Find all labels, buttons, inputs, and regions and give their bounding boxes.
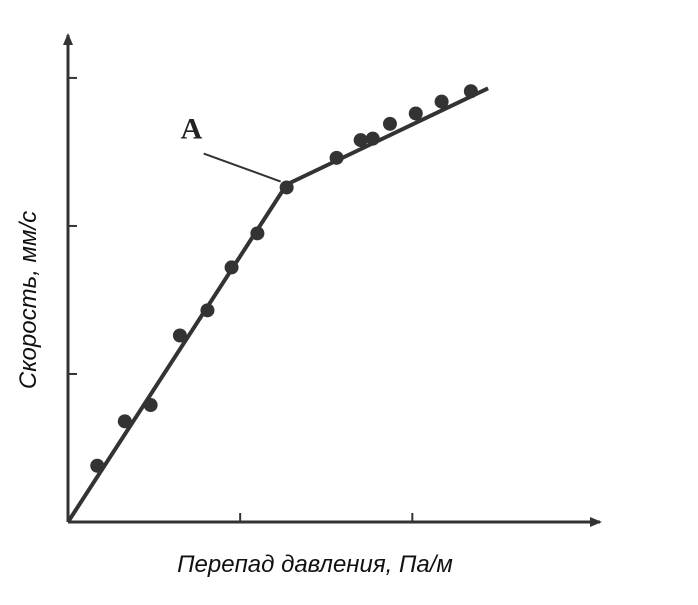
data-point — [434, 94, 449, 109]
data-point — [224, 260, 239, 275]
data-point — [143, 398, 158, 413]
annotation: A — [181, 113, 203, 146]
data-point — [172, 328, 187, 343]
data-point — [250, 226, 265, 241]
x-axis-label: Перепад давления, Па/м — [177, 551, 453, 578]
data-point — [365, 131, 380, 146]
annotation-leader — [203, 152, 281, 183]
data-point — [200, 303, 215, 318]
data-point — [90, 458, 105, 473]
fit-line — [66, 86, 489, 524]
data-point — [408, 106, 423, 121]
data-point — [382, 116, 397, 131]
data-point — [279, 180, 294, 195]
data-point — [117, 414, 132, 429]
data-point — [353, 133, 368, 148]
y-axis-label: Скорость, мм/с — [15, 211, 42, 389]
data-point — [329, 150, 344, 165]
data-point — [463, 84, 478, 99]
